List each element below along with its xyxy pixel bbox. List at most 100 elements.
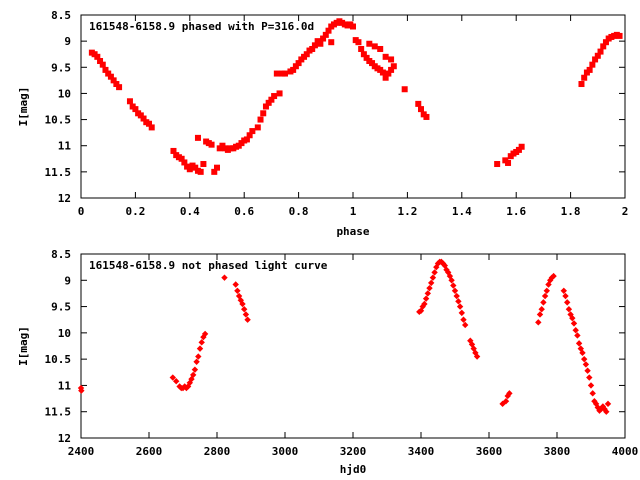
data-point [450, 282, 457, 289]
data-point [515, 146, 522, 153]
data-point [581, 355, 588, 363]
data-point [382, 53, 389, 60]
data-point [423, 113, 430, 120]
data-point [589, 390, 596, 397]
data-point [132, 106, 139, 113]
data-point [572, 327, 579, 334]
x-axis-label: hjd0 [340, 463, 367, 476]
data-point [458, 309, 465, 317]
data-point [363, 54, 370, 61]
data-point [140, 115, 147, 122]
data-point [148, 124, 155, 131]
data-point [181, 159, 188, 166]
data-point [113, 81, 120, 88]
data-point [535, 319, 542, 326]
x-tick-label: 3400 [408, 445, 435, 458]
data-point [282, 70, 288, 77]
data-point [243, 136, 250, 143]
data-point [562, 292, 569, 300]
data-point [271, 93, 278, 100]
chart-title: 161548-6158.9 phased with P=316.0d [89, 20, 314, 33]
x-tick-label: 2800 [204, 445, 231, 458]
y-tick-label: 9 [64, 274, 71, 287]
data-point [78, 387, 85, 394]
data-point [453, 292, 460, 300]
data-point [292, 63, 299, 70]
data-point [99, 61, 106, 68]
data-point [192, 164, 199, 171]
data-point [173, 378, 180, 385]
data-point [97, 58, 104, 65]
x-tick-label: 3800 [544, 445, 571, 458]
data-point [369, 60, 376, 67]
data-point [208, 141, 215, 148]
data-point [578, 81, 585, 88]
data-point [169, 374, 176, 381]
x-tick-label: 2400 [68, 445, 95, 458]
chart-title: 161548-6158.9 not phased light curve [89, 259, 328, 272]
data-point [366, 40, 373, 47]
data-point [191, 366, 199, 373]
x-tick-label: 2 [622, 205, 629, 218]
y-tick-label: 10.5 [45, 353, 72, 366]
data-point [577, 345, 584, 352]
data-point [616, 32, 623, 39]
x-tick-label: 0.8 [289, 205, 309, 218]
data-point [265, 99, 272, 106]
y-tick-label: 9.5 [51, 301, 71, 314]
data-point [377, 45, 384, 52]
data-point [592, 400, 600, 408]
data-point [246, 132, 253, 139]
y-tick-label: 9.5 [51, 61, 71, 74]
data-point [569, 314, 576, 322]
y-axis-label: I[mag] [17, 326, 30, 366]
data-point [462, 321, 469, 329]
data-point [540, 299, 547, 306]
data-point [460, 316, 467, 323]
data-point [589, 61, 596, 68]
data-point [146, 120, 152, 127]
data-point [570, 320, 578, 327]
data-point [257, 116, 264, 123]
data-point [260, 110, 267, 117]
y-tick-label: 12 [58, 192, 71, 205]
data-point [584, 367, 591, 374]
data-point [178, 155, 185, 162]
data-point [560, 287, 567, 294]
data-point [401, 86, 408, 93]
data-point [186, 166, 193, 173]
data-point [547, 277, 554, 284]
data-point [579, 349, 586, 357]
data-point [311, 42, 318, 49]
y-tick-label: 12 [58, 432, 71, 445]
y-axis-label: I[mag] [17, 87, 30, 127]
data-point [594, 404, 601, 411]
data-point [550, 272, 557, 280]
data-point [221, 274, 228, 281]
x-axis-label: phase [336, 225, 369, 238]
x-tick-label: 3200 [340, 445, 367, 458]
data-point [431, 269, 438, 276]
data-point [448, 277, 455, 284]
chart-panel-1: 0 0.2 0.4 0.6 0.8 1 1.2 1.4 1.6 1.8 2 8.5 9 9.5 10 10.5… [17, 9, 628, 238]
data-point [273, 70, 280, 77]
data-point [102, 66, 109, 73]
data-point [429, 274, 437, 281]
data-points [77, 258, 612, 415]
data-point [195, 353, 202, 360]
data-point [268, 96, 275, 103]
data-point [355, 39, 362, 46]
data-point [506, 390, 513, 397]
data-point [276, 90, 283, 97]
data-point [421, 300, 428, 308]
x-tick-label: 3000 [272, 445, 299, 458]
data-point [456, 303, 464, 310]
data-point [295, 60, 302, 67]
data-points [88, 18, 623, 175]
data-point [587, 382, 595, 389]
data-point [214, 164, 220, 171]
data-point [241, 306, 248, 313]
data-point [201, 330, 209, 338]
